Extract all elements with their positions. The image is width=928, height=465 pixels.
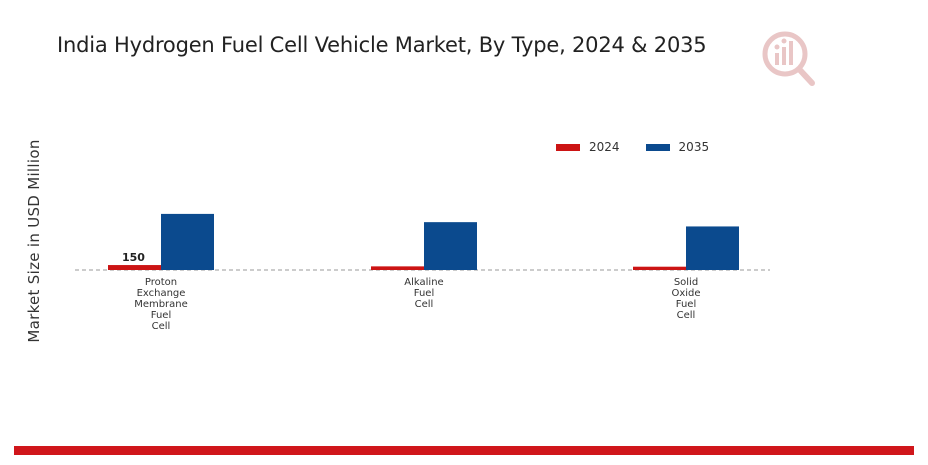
x-tick-label-line: Fuel [150, 310, 172, 321]
x-tick-label-line: Solid [673, 277, 699, 288]
bar-2024-0 [108, 265, 161, 270]
x-tick-label-line: Cell [676, 310, 696, 321]
brand-logo-icon [762, 31, 815, 86]
x-tick-label-line: Alkaline [404, 277, 444, 288]
bar-2035-1 [424, 222, 477, 270]
x-tick-label-line: Cell [151, 321, 171, 332]
bar-2035-2 [686, 226, 739, 270]
legend: 2024 2035 [556, 140, 735, 154]
legend-item-2024: 2024 [556, 140, 620, 154]
legend-swatch-2024 [556, 143, 580, 151]
x-tick-label-0: Proton Exchange Membrane Fuel Cell [116, 277, 206, 332]
bar-2035-0 [161, 213, 214, 270]
bar-2024-1 [371, 266, 424, 270]
x-tick-label-line: Fuel [675, 299, 697, 310]
legend-label-2035: 2035 [678, 140, 710, 154]
x-tick-label-line: Proton [144, 277, 178, 288]
bar-2024-2 [633, 266, 686, 270]
x-tick-label-line: Membrane [134, 299, 188, 310]
bottom-accent-bar [14, 446, 914, 455]
chart-title: India Hydrogen Fuel Cell Vehicle Market,… [57, 33, 707, 57]
x-tick-label-2: Solid Oxide Fuel Cell [641, 277, 731, 321]
legend-swatch-2035 [645, 143, 670, 151]
legend-label-2024: 2024 [589, 140, 620, 154]
x-tick-label-line: Cell [414, 299, 434, 310]
data-label-0: 150 [122, 251, 145, 264]
x-tick-label-line: Fuel [413, 288, 435, 299]
x-tick-label-line: Oxide [671, 288, 701, 299]
x-tick-label-1: Alkaline Fuel Cell [379, 277, 469, 310]
legend-item-2035: 2035 [645, 140, 710, 154]
x-tick-label-line: Exchange [136, 288, 186, 299]
